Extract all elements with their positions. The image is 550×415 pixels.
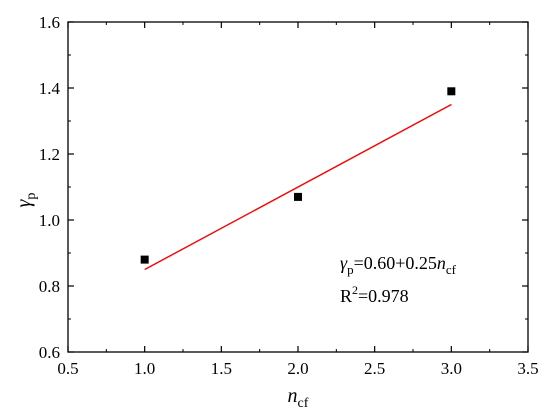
r2-prefix: R <box>340 286 352 306</box>
data-points <box>140 87 456 264</box>
y-tick-label: 0.6 <box>39 343 60 362</box>
equation-var-main: n <box>437 253 446 273</box>
fit-line-group <box>144 103 452 271</box>
x-tick-label: 2.0 <box>287 359 308 378</box>
equation-body: =0.60+0.25 <box>354 253 437 273</box>
y-axis-title-main: γ <box>13 198 35 207</box>
y-tick-label: 1.2 <box>39 145 60 164</box>
equation-var-sub: cf <box>446 262 457 277</box>
y-tick-labels: 0.6 0.8 1.0 1.2 1.4 1.6 <box>39 13 61 362</box>
equation-lhs-sub: p <box>347 262 354 277</box>
x-axis-title-sub: cf <box>298 396 309 411</box>
x-tick-label: 3.5 <box>517 359 538 378</box>
equation-lhs-main: γ <box>340 253 348 273</box>
fit-line <box>144 103 452 271</box>
r2-annotation: R2=0.978 <box>340 283 409 306</box>
x-axis-title-main: n <box>288 385 298 407</box>
tick-marks <box>67 21 529 353</box>
x-tick-label: 0.5 <box>57 359 78 378</box>
y-axis-title-sub: p <box>24 193 39 200</box>
x-axis-title: ncf <box>288 385 309 411</box>
r2-superscript: 2 <box>352 283 358 297</box>
y-tick-label: 0.8 <box>39 277 60 296</box>
x-tick-label: 3.0 <box>441 359 462 378</box>
equation-annotation: γp=0.60+0.25ncf <box>340 253 457 277</box>
y-tick-label: 1.0 <box>39 211 60 230</box>
r2-value: =0.978 <box>358 286 409 306</box>
x-tick-label: 2.5 <box>364 359 385 378</box>
data-point <box>447 87 456 96</box>
y-axis-title: γp <box>13 193 39 208</box>
x-tick-labels: 0.5 1.0 1.5 2.0 2.5 3.0 3.5 <box>57 359 538 378</box>
x-tick-label: 1.5 <box>211 359 232 378</box>
x-tick-label: 1.0 <box>134 359 155 378</box>
y-tick-label: 1.4 <box>39 79 61 98</box>
data-point <box>140 255 149 264</box>
y-tick-label: 1.6 <box>39 13 60 32</box>
data-point <box>294 192 302 201</box>
